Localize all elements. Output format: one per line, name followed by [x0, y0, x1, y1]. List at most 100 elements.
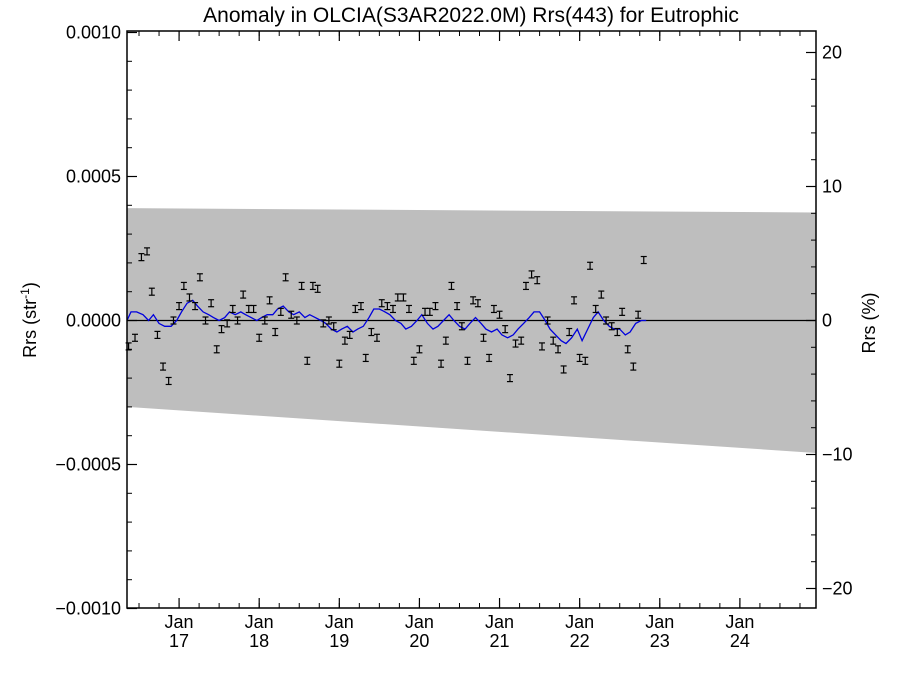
- chart-title: Anomaly in OLCIA(S3AR2022.0M) Rrs(443) f…: [203, 4, 739, 27]
- data-point: [630, 362, 637, 371]
- band-area: [127, 208, 816, 453]
- data-point: [341, 336, 348, 345]
- data-point: [442, 336, 449, 345]
- data-point: [240, 290, 247, 299]
- data-points: [125, 247, 647, 386]
- x-tick-month: Jan: [485, 612, 514, 632]
- data-point: [148, 287, 155, 296]
- y-tick-label: 0.0000: [66, 311, 121, 331]
- data-point: [490, 304, 497, 314]
- data-point: [176, 302, 183, 311]
- data-point: [261, 316, 268, 325]
- data-point: [608, 322, 615, 331]
- x-tick-month: Jan: [565, 612, 594, 632]
- data-point: [234, 316, 241, 325]
- data-point: [325, 316, 332, 325]
- data-point: [410, 356, 417, 365]
- data-point: [266, 296, 273, 305]
- data-point: [138, 253, 145, 262]
- y2-tick-label: 10: [822, 177, 842, 197]
- data-point: [132, 333, 139, 342]
- data-point: [186, 293, 193, 302]
- x-tick-year: 19: [329, 631, 349, 651]
- data-point: [336, 359, 343, 368]
- y-tick-label: 0.0005: [66, 167, 121, 187]
- data-point: [229, 304, 236, 314]
- data-point: [368, 327, 375, 337]
- data-point: [314, 284, 321, 293]
- data-point: [458, 322, 465, 331]
- data-point: [512, 339, 519, 348]
- data-point: [357, 302, 364, 311]
- data-point: [496, 310, 503, 319]
- x-tick-month: Jan: [645, 612, 674, 632]
- data-point: [566, 327, 573, 337]
- data-point: [288, 310, 295, 319]
- data-point: [373, 333, 380, 342]
- data-point: [282, 273, 289, 282]
- data-point: [218, 325, 225, 334]
- data-point: [304, 356, 311, 365]
- data-point: [256, 333, 263, 342]
- data-point: [352, 304, 359, 314]
- data-point: [470, 296, 477, 305]
- data-point: [502, 325, 509, 334]
- data-point: [160, 362, 167, 371]
- data-point: [438, 359, 445, 368]
- data-point: [272, 327, 279, 337]
- data-point: [213, 345, 220, 354]
- data-point: [406, 304, 413, 314]
- data-point: [426, 307, 433, 316]
- data-point: [144, 247, 151, 256]
- x-tick-month: Jan: [245, 612, 274, 632]
- data-point: [518, 336, 525, 345]
- data-point: [293, 316, 300, 325]
- data-point: [346, 330, 353, 339]
- data-point: [180, 281, 187, 291]
- data-point: [330, 322, 337, 331]
- data-point: [389, 304, 396, 314]
- y-tick-label: −0.0010: [55, 599, 121, 619]
- y-axis-left: 0.0010 0.0005 0.0000 −0.0005 −0.0010: [55, 23, 137, 619]
- data-point: [614, 327, 621, 337]
- data-point: [603, 316, 610, 325]
- data-point: [384, 302, 391, 311]
- data-point: [598, 290, 605, 299]
- x-tick-year: 20: [409, 631, 429, 651]
- data-point: [208, 299, 215, 308]
- x-tick-year: 22: [570, 631, 590, 651]
- x-tick-month: Jan: [165, 612, 194, 632]
- smoothed-series-line: [126, 299, 647, 345]
- x-tick-year: 21: [490, 631, 510, 651]
- data-point: [309, 281, 316, 291]
- data-point: [224, 319, 231, 328]
- data-point: [202, 316, 209, 325]
- data-point: [528, 270, 535, 279]
- data-point: [320, 319, 327, 328]
- data-point: [474, 299, 481, 308]
- data-point: [277, 307, 284, 316]
- data-point: [454, 302, 461, 311]
- y-tick-label: 0.0010: [66, 23, 121, 43]
- x-tick-month: Jan: [405, 612, 434, 632]
- data-point: [464, 356, 471, 365]
- data-point: [362, 353, 369, 363]
- data-point: [640, 255, 647, 265]
- data-point: [539, 342, 546, 351]
- y-axis-right: 20 10 0 −10 −20: [806, 43, 853, 599]
- data-point: [486, 353, 493, 363]
- data-point: [400, 293, 407, 302]
- data-point: [587, 261, 594, 270]
- x-tick-year: 18: [249, 631, 269, 651]
- data-point: [619, 307, 626, 316]
- data-point: [592, 304, 599, 314]
- data-point: [550, 336, 557, 345]
- data-point: [298, 281, 305, 291]
- x-tick-month: Jan: [725, 612, 754, 632]
- data-point: [192, 302, 199, 311]
- data-point: [544, 316, 551, 325]
- data-point: [560, 365, 567, 374]
- y2-tick-label: −20: [822, 579, 853, 599]
- x-tick-year: 24: [730, 631, 750, 651]
